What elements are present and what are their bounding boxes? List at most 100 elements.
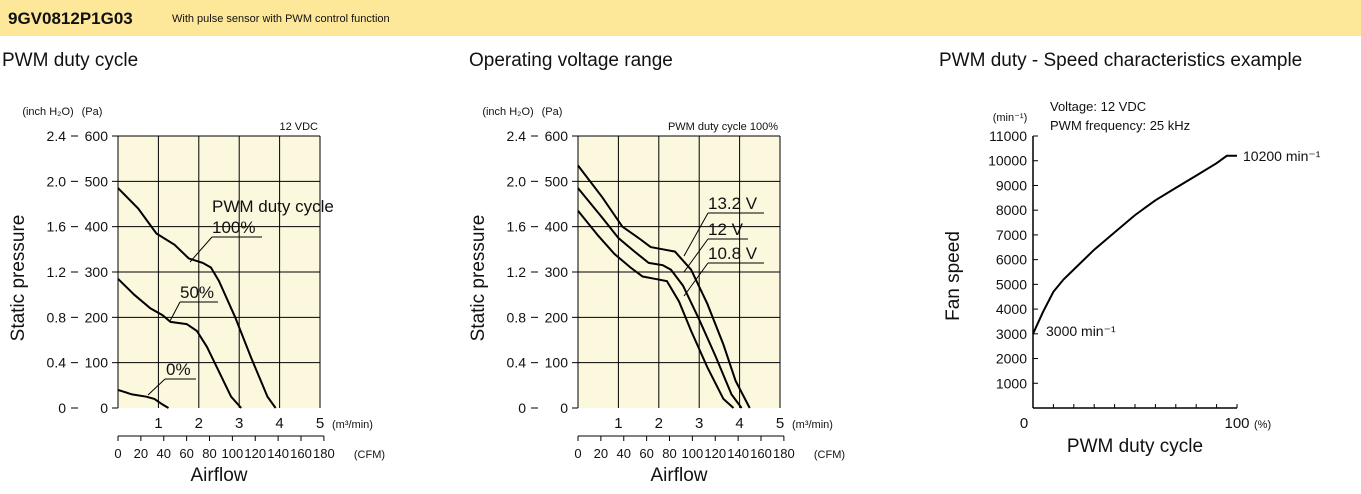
x-axis-label: Airflow (650, 465, 707, 486)
label-leader (683, 238, 709, 273)
cfm-tick-label: 0 (574, 446, 581, 461)
y-tick-label: 8000 (996, 202, 1027, 218)
y-tick-label-pa: 600 (545, 128, 569, 144)
y-tick-label: 1000 (996, 375, 1027, 391)
y-unit-inch: (inch H₂O) (482, 106, 533, 118)
series-label: 13.2 V (708, 194, 758, 213)
y-tick-label-pa: 0 (100, 400, 108, 416)
x-unit-secondary: (CFM) (354, 449, 385, 461)
y-tick-label-inch: 1.6 (47, 219, 67, 235)
y-unit-pa: (Pa) (542, 106, 563, 118)
series-label: 12 V (708, 220, 744, 239)
y-axis-label: Static pressure (468, 215, 489, 342)
cfm-tick-label: 160 (750, 446, 772, 461)
y-tick-label: 4000 (996, 301, 1027, 317)
series-line-0 (117, 187, 277, 409)
y-axis-label: Fan speed (943, 231, 964, 321)
cfm-tick-label: 160 (290, 446, 312, 461)
cfm-tick-label: 40 (157, 446, 171, 461)
x-tick-label: 4 (735, 415, 743, 432)
y-tick-label-pa: 300 (85, 264, 109, 280)
annotation-max-speed: 10200 min⁻¹ (1243, 148, 1321, 164)
legend-title: PWM duty cycle (212, 197, 334, 216)
y-tick-label-inch: 2.4 (507, 128, 527, 144)
y-unit-inch: (inch H₂O) (22, 106, 73, 118)
chart1-title: PWM duty cycle (2, 50, 139, 71)
y-tick-label-pa: 500 (545, 173, 569, 189)
x-tick-label: 0 (1020, 415, 1028, 432)
y-tick-label-pa: 100 (545, 355, 569, 371)
y-tick-label: 6000 (996, 252, 1027, 268)
label-leader (683, 212, 709, 257)
y-tick-label-inch: 1.2 (507, 264, 527, 280)
x-axis-label: PWM duty cycle (1067, 436, 1203, 457)
y-tick-label-inch: 0.4 (47, 355, 67, 371)
x-tick-label: 2 (655, 415, 663, 432)
cfm-tick-label: 140 (267, 446, 289, 461)
y-tick-label: 10000 (988, 153, 1027, 169)
series-line-1 (117, 278, 242, 409)
cfm-tick-label: 0 (114, 446, 121, 461)
series-line-2 (577, 210, 735, 409)
y-axis-label: Static pressure (8, 215, 29, 342)
series-label: 0% (166, 360, 191, 379)
chart-note: PWM duty cycle 100% (668, 121, 778, 133)
x-tick-label: 4 (275, 415, 283, 432)
model-description: With pulse sensor with PWM control funct… (172, 13, 390, 25)
series-line-0 (577, 164, 751, 409)
x-tick-label: 3 (695, 415, 703, 432)
y-tick-label: 2000 (996, 351, 1027, 367)
y-tick-label-inch: 0 (58, 400, 66, 416)
cfm-tick-label: 40 (617, 446, 631, 461)
x-tick-label: 5 (316, 415, 324, 432)
cfm-tick-label: 120 (704, 446, 726, 461)
speed-curve (1032, 154, 1237, 335)
cfm-tick-label: 100 (222, 446, 244, 461)
x-tick-label: 1 (154, 415, 162, 432)
label-leader (189, 236, 213, 263)
y-tick-label-pa: 400 (545, 219, 569, 235)
model-number: 9GV0812P1G03 (8, 9, 133, 28)
y-tick-label-pa: 200 (545, 309, 569, 325)
y-tick-label: 7000 (996, 227, 1027, 243)
series-label: 100% (212, 218, 255, 237)
y-tick-label-inch: 2.4 (47, 128, 67, 144)
chart-note: 12 VDC (279, 121, 318, 133)
cfm-tick-label: 60 (639, 446, 653, 461)
pq-chart-pwm: 010020030040050060000.40.81.21.62.02.4(P… (8, 106, 385, 486)
x-tick-label: 2 (195, 415, 203, 432)
x-unit: (%) (1254, 419, 1271, 431)
chart2-title: Operating voltage range (469, 50, 673, 71)
cfm-tick-label: 20 (134, 446, 148, 461)
x-unit-primary: (m³/min) (332, 419, 373, 431)
y-tick-label-inch: 1.2 (47, 264, 67, 280)
y-tick-label: 11000 (989, 128, 1027, 144)
y-tick-label-inch: 0.4 (507, 355, 527, 371)
y-tick-label-pa: 0 (560, 400, 568, 416)
y-unit-pa: (Pa) (82, 106, 103, 118)
x-tick-label: 1 (614, 415, 622, 432)
y-tick-label-pa: 100 (85, 355, 109, 371)
cfm-tick-label: 180 (313, 446, 335, 461)
y-tick-label: 3000 (996, 326, 1027, 342)
y-tick-label-inch: 0 (518, 400, 526, 416)
label-leader (169, 301, 181, 322)
y-tick-label: 9000 (996, 177, 1027, 193)
series-line-1 (577, 187, 743, 409)
y-tick-label-pa: 500 (85, 173, 109, 189)
cfm-tick-label: 120 (244, 446, 266, 461)
y-tick-label-inch: 0.8 (47, 309, 67, 325)
cfm-tick-label: 80 (202, 446, 216, 461)
frequency-label: PWM frequency: 25 kHz (1050, 118, 1190, 133)
x-tick-label: 5 (776, 415, 784, 432)
header-bar: 9GV0812P1G03 With pulse sensor with PWM … (0, 0, 1361, 36)
label-leader (683, 262, 709, 297)
cfm-tick-label: 80 (662, 446, 676, 461)
cfm-tick-label: 180 (773, 446, 795, 461)
pq-chart-voltage: 010020030040050060000.40.81.21.62.02.4(P… (468, 106, 845, 486)
x-tick-label: 3 (235, 415, 243, 432)
y-unit: (min⁻¹) (993, 112, 1028, 124)
y-tick-label-pa: 300 (545, 264, 569, 280)
cfm-tick-label: 100 (682, 446, 704, 461)
x-unit-secondary: (CFM) (814, 449, 845, 461)
